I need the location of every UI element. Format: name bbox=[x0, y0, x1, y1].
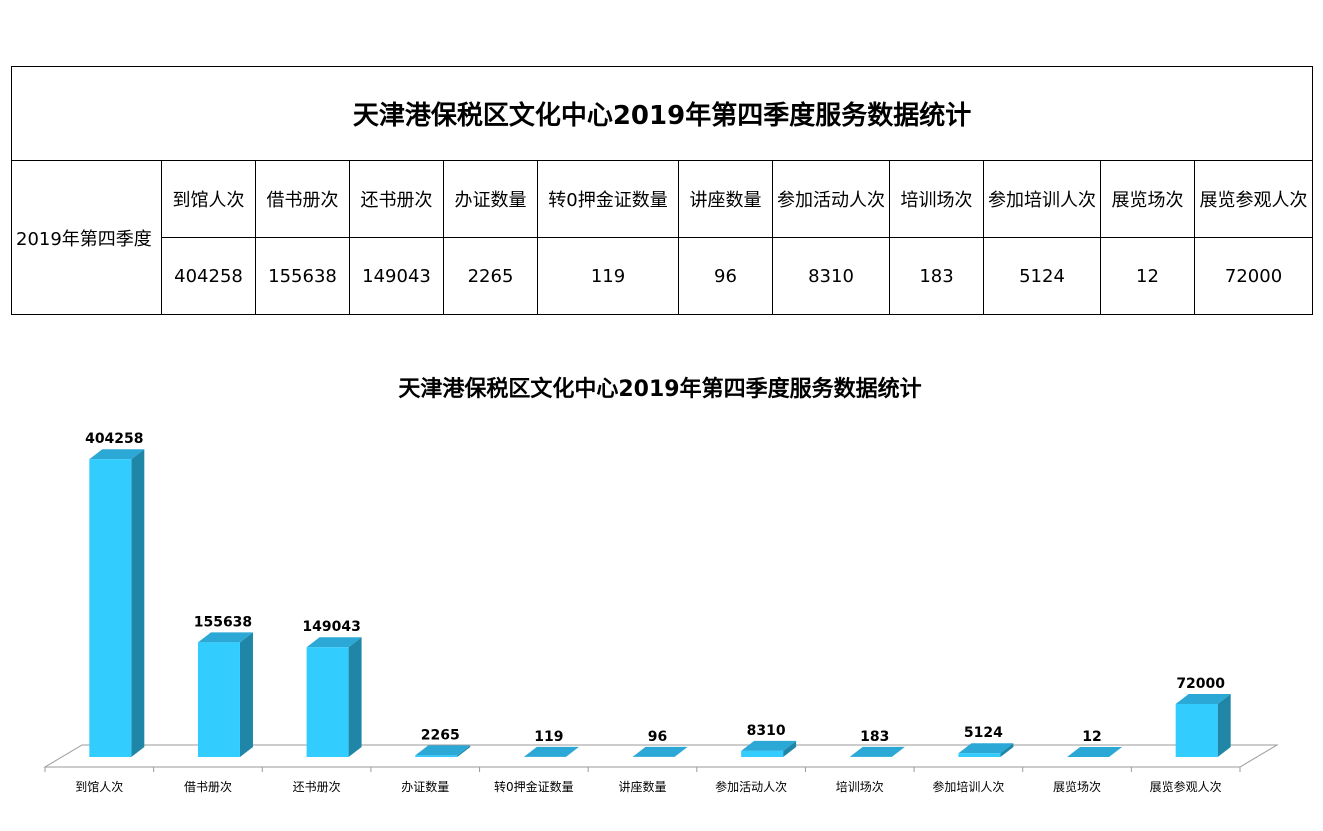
bar-side bbox=[1217, 693, 1231, 757]
x-tick-label: 讲座数量 bbox=[618, 779, 666, 794]
chart-title: 天津港保税区文化中心2019年第四季度服务数据统计 bbox=[398, 376, 921, 402]
bar-top bbox=[197, 632, 253, 643]
bar-side bbox=[348, 637, 362, 757]
data-label: 72000 bbox=[1176, 676, 1225, 692]
period-label: 2019年第四季度 bbox=[11, 160, 162, 315]
bar-top bbox=[632, 746, 688, 757]
table-header-cell: 培训场次 bbox=[889, 160, 984, 238]
x-tick-label: 参加活动人次 bbox=[715, 779, 787, 794]
table-value-cell: 96 bbox=[678, 237, 773, 315]
bar-side bbox=[565, 746, 579, 757]
data-label: 5124 bbox=[964, 725, 1003, 741]
bar-top bbox=[1175, 693, 1231, 704]
bar-top bbox=[849, 746, 905, 757]
table-header-cell: 讲座数量 bbox=[678, 160, 773, 238]
data-table-container: 天津港保税区文化中心2019年第四季度服务数据统计 2019年第四季度 到馆人次… bbox=[10, 66, 1314, 315]
bar-top bbox=[306, 637, 362, 648]
table-value-cell: 183 bbox=[889, 237, 984, 315]
bar bbox=[741, 750, 784, 757]
table-value-cell: 119 bbox=[537, 237, 679, 315]
table-title: 天津港保税区文化中心2019年第四季度服务数据统计 bbox=[10, 66, 1314, 161]
bar-side bbox=[891, 746, 905, 757]
data-label: 96 bbox=[648, 729, 667, 745]
data-label: 8310 bbox=[747, 723, 786, 739]
bar-top bbox=[523, 746, 579, 757]
bar bbox=[306, 647, 349, 757]
bar-top bbox=[415, 745, 471, 756]
x-tick-label: 培训场次 bbox=[836, 779, 884, 794]
bar-top bbox=[958, 743, 1014, 754]
x-tick-label: 办证数量 bbox=[401, 779, 449, 794]
stats-table: 天津港保税区文化中心2019年第四季度服务数据统计 2019年第四季度 到馆人次… bbox=[10, 66, 1314, 315]
table-header-cell: 参加培训人次 bbox=[983, 160, 1101, 238]
table-value-cell: 72000 bbox=[1193, 237, 1314, 315]
x-tick-label: 转0押金证数量 bbox=[494, 779, 574, 794]
table-header-cell: 借书册次 bbox=[255, 160, 350, 238]
table-value-cell: 404258 bbox=[161, 237, 256, 315]
table-value-cell: 2265 bbox=[443, 237, 538, 315]
labels-group: 404258 到馆人次 155638 借书册次 149043 还书册次 2265 办证数量 11… bbox=[75, 431, 1225, 794]
bar-side bbox=[783, 740, 797, 757]
x-tick-label: 还书册次 bbox=[293, 780, 341, 794]
table-header-cell: 展览参观人次 bbox=[1193, 160, 1314, 238]
bar-top bbox=[89, 449, 145, 460]
x-tick-label: 借书册次 bbox=[184, 780, 232, 794]
bar-side bbox=[239, 632, 253, 757]
table-value-cell: 5124 bbox=[983, 237, 1101, 315]
bar bbox=[415, 755, 458, 757]
bar bbox=[1175, 703, 1218, 757]
bar-side bbox=[1109, 746, 1123, 757]
data-label: 2265 bbox=[421, 727, 460, 743]
bar-top bbox=[741, 740, 797, 751]
table-value-cell: 155638 bbox=[255, 237, 350, 315]
bar-top bbox=[1067, 746, 1123, 757]
bar bbox=[89, 459, 132, 757]
bar-side bbox=[457, 745, 471, 757]
bars-group bbox=[89, 449, 1231, 757]
data-label: 12 bbox=[1082, 729, 1101, 745]
table-header-cell: 办证数量 bbox=[443, 160, 538, 238]
x-tick-label: 展览场次 bbox=[1053, 779, 1101, 794]
table-header-cell: 参加活动人次 bbox=[772, 160, 890, 238]
table-value-cell: 8310 bbox=[772, 237, 890, 315]
data-label: 183 bbox=[860, 729, 889, 745]
bar-side bbox=[674, 746, 688, 757]
bar bbox=[958, 753, 1001, 757]
bar bbox=[197, 642, 240, 757]
bar-side bbox=[1000, 743, 1014, 757]
x-tick-label: 到馆人次 bbox=[75, 779, 123, 794]
bar-side bbox=[131, 449, 145, 757]
x-tick-label: 展览参观人次 bbox=[1150, 779, 1222, 794]
data-label: 119 bbox=[534, 729, 563, 745]
table-header-cell: 还书册次 bbox=[349, 160, 444, 238]
x-tick-label: 参加培训人次 bbox=[932, 779, 1004, 794]
data-label: 149043 bbox=[302, 619, 360, 635]
data-label: 404258 bbox=[85, 431, 143, 447]
data-label: 155638 bbox=[194, 614, 252, 630]
